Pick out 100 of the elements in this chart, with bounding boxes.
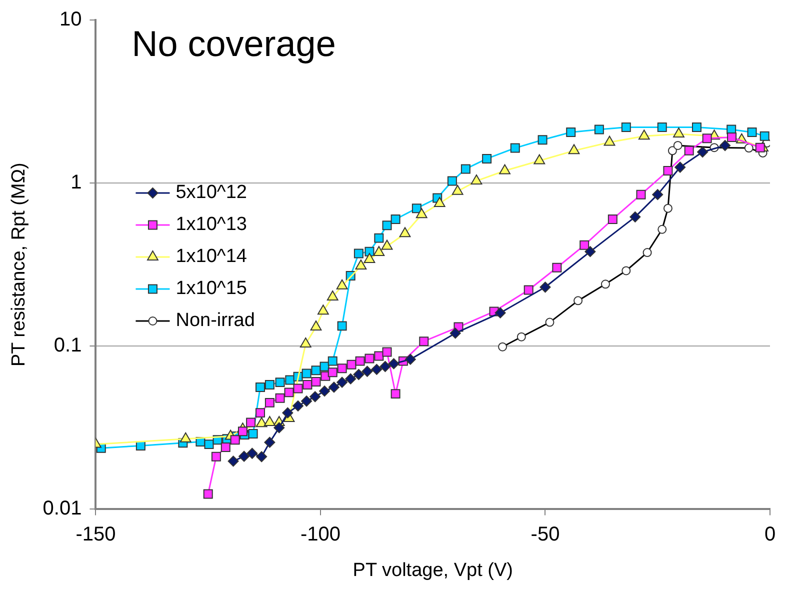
point (760, 131, 770, 141)
point (388, 358, 400, 370)
point (264, 436, 276, 448)
point (292, 400, 304, 412)
point (622, 266, 631, 276)
point (638, 130, 650, 140)
point (434, 196, 446, 207)
point (301, 396, 312, 407)
point (204, 440, 214, 450)
point (390, 389, 400, 399)
point (353, 368, 364, 380)
x-tick-label: -100 (300, 524, 340, 546)
point (673, 127, 684, 138)
point (692, 122, 702, 132)
point (657, 122, 667, 132)
point (412, 204, 422, 214)
point (663, 166, 673, 176)
point (574, 296, 583, 306)
point (246, 448, 258, 459)
point (494, 307, 506, 318)
point (274, 422, 285, 434)
point (374, 351, 384, 361)
point (256, 417, 268, 428)
point (381, 240, 393, 250)
point (264, 380, 274, 390)
point (674, 162, 686, 173)
point (697, 146, 708, 158)
point (310, 391, 321, 402)
point (499, 164, 510, 174)
point (364, 252, 376, 263)
point (747, 127, 757, 137)
point (337, 364, 347, 374)
point (248, 429, 258, 439)
point (282, 407, 294, 418)
point (285, 375, 295, 385)
point (498, 342, 508, 352)
point (238, 426, 248, 436)
point (374, 233, 384, 243)
point (540, 282, 551, 293)
point (460, 164, 470, 174)
point (211, 452, 221, 462)
point (328, 356, 338, 366)
point (419, 336, 429, 346)
point (720, 140, 731, 151)
point (311, 376, 321, 386)
point (311, 366, 321, 376)
point (608, 214, 618, 224)
point (663, 204, 672, 213)
point (594, 124, 604, 134)
point (319, 386, 330, 397)
legend-label: 1x10^14 (176, 246, 248, 268)
point (238, 450, 250, 462)
x-axis-title: PT voltage, Vpt (V) (352, 560, 513, 581)
point (302, 368, 312, 378)
point (668, 146, 677, 156)
x-tick-label: 0 (764, 524, 776, 546)
point (636, 190, 646, 200)
point (317, 304, 329, 315)
point (380, 361, 391, 372)
point (673, 140, 682, 150)
point (354, 248, 364, 258)
point (264, 398, 274, 408)
point (702, 134, 712, 144)
point (470, 174, 482, 184)
point (604, 136, 616, 146)
point (328, 368, 338, 378)
point (658, 224, 667, 234)
point (328, 382, 340, 393)
point (516, 332, 526, 342)
point (256, 451, 268, 462)
point (568, 144, 580, 154)
point (302, 380, 312, 390)
point (228, 456, 239, 467)
point (180, 432, 192, 442)
point (399, 227, 411, 238)
point (293, 384, 303, 394)
point (642, 248, 652, 258)
x-tick-label: -150 (76, 524, 116, 546)
point (534, 154, 546, 164)
point (203, 489, 213, 499)
point (621, 122, 631, 132)
point (326, 290, 338, 301)
point (382, 220, 392, 230)
point (275, 393, 285, 403)
point (552, 262, 562, 272)
point (450, 328, 461, 339)
point (230, 435, 240, 445)
point (744, 144, 754, 153)
point (404, 354, 416, 365)
y-axis-title: PT resistance, Rpt (MΩ) (8, 162, 30, 367)
point (684, 146, 694, 156)
point (652, 189, 664, 200)
point (337, 321, 347, 331)
point (345, 373, 356, 384)
point (545, 318, 554, 327)
point (482, 154, 492, 164)
legend-label: 5x10^12 (176, 182, 247, 204)
point (416, 208, 428, 218)
legend-label: 1x10^13 (176, 214, 247, 236)
point (355, 260, 367, 270)
